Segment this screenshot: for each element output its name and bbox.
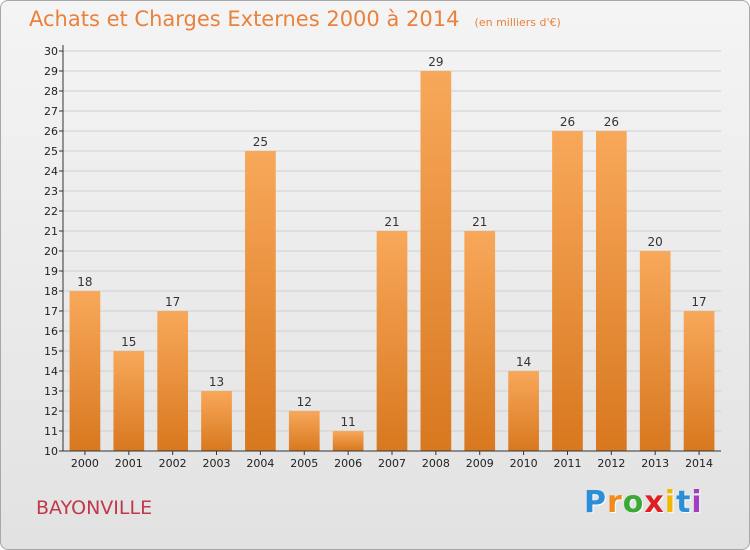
logo-letter: i: [664, 485, 677, 520]
bar-2008: [420, 71, 452, 451]
labels: 10 11 12 13 14 15 16 17 18 19 20 21 22 23 24 25 26 27 28 29…: [44, 45, 713, 470]
bar-2006: [332, 431, 364, 451]
x-tick-label-2006: 2006: [334, 457, 362, 470]
y-tick-label: 27: [44, 105, 58, 118]
logo-letter: i: [691, 485, 703, 520]
bar-2013: [639, 251, 671, 451]
logo-letter: o: [622, 485, 645, 520]
y-tick-label: 19: [44, 265, 58, 278]
y-tick-label: 23: [44, 185, 58, 198]
x-tick-label-2010: 2010: [510, 457, 538, 470]
value-label-2002: 17: [165, 295, 180, 309]
bar-2004: [245, 151, 276, 451]
x-tick-label-2005: 2005: [290, 457, 318, 470]
value-label-2007: 21: [384, 215, 399, 229]
value-label-2008: 29: [428, 55, 443, 69]
bar-2012: [595, 131, 627, 451]
title-row: Achats et Charges Externes 2000 à 2014 (…: [29, 7, 561, 31]
proxiti-logo: Proxiti: [584, 485, 703, 520]
x-tick-label-2013: 2013: [641, 457, 669, 470]
logo-letter: r: [607, 485, 623, 520]
bars: [69, 71, 715, 451]
y-tick-label: 17: [44, 305, 58, 318]
logo-letter: x: [644, 485, 665, 520]
x-tick-label-2001: 2001: [115, 457, 143, 470]
bar-2001: [113, 351, 145, 451]
x-tick-label-2009: 2009: [466, 457, 494, 470]
x-tick-label-2011: 2011: [553, 457, 581, 470]
value-label-2011: 26: [560, 115, 575, 129]
y-tick-label: 10: [44, 445, 58, 458]
value-label-2003: 13: [209, 375, 224, 389]
value-label-2004: 25: [253, 135, 268, 149]
chart-subtitle: (en milliers d'€): [474, 16, 561, 29]
chart-title: Achats et Charges Externes 2000 à 2014: [29, 7, 460, 31]
x-tick-label-2002: 2002: [159, 457, 187, 470]
bar-2009: [464, 231, 496, 451]
x-tick-label-2003: 2003: [203, 457, 231, 470]
bar-2007: [376, 231, 408, 451]
value-label-2000: 18: [77, 275, 92, 289]
value-label-2001: 15: [121, 335, 136, 349]
x-tick-label-2014: 2014: [685, 457, 713, 470]
value-label-2014: 17: [691, 295, 706, 309]
value-label-2013: 20: [648, 235, 663, 249]
x-tick-label-2012: 2012: [597, 457, 625, 470]
y-tick-label: 28: [44, 85, 58, 98]
logo-letter: t: [676, 485, 692, 520]
y-tick-label: 26: [44, 125, 58, 138]
x-tick-label-2004: 2004: [246, 457, 274, 470]
value-label-2012: 26: [604, 115, 619, 129]
y-tick-label: 29: [44, 65, 58, 78]
y-tick-label: 12: [44, 405, 58, 418]
y-tick-label: 22: [44, 205, 58, 218]
logo-letter: P: [584, 485, 607, 520]
commune-name: BAYONVILLE: [36, 497, 153, 519]
y-tick-label: 21: [44, 225, 58, 238]
y-tick-label: 25: [44, 145, 58, 158]
value-label-2009: 21: [472, 215, 487, 229]
x-tick-label-2008: 2008: [422, 457, 450, 470]
value-label-2006: 11: [340, 415, 355, 429]
bar-2014: [683, 311, 715, 451]
y-tick-label: 30: [44, 45, 58, 58]
y-tick-label: 14: [44, 365, 58, 378]
value-label-2005: 12: [297, 395, 312, 409]
y-tick-label: 24: [44, 165, 58, 178]
bar-2002: [157, 311, 189, 451]
y-tick-label: 16: [44, 325, 58, 338]
y-tick-label: 13: [44, 385, 58, 398]
x-tick-label-2007: 2007: [378, 457, 406, 470]
y-tick-label: 18: [44, 285, 58, 298]
y-tick-label: 20: [44, 245, 58, 258]
value-label-2010: 14: [516, 355, 531, 369]
axes: [59, 45, 721, 455]
bar-2011: [552, 131, 583, 451]
bar-2003: [201, 391, 232, 451]
bar-2005: [288, 411, 320, 451]
bar-2010: [508, 371, 539, 451]
bar-2000: [69, 291, 101, 451]
y-tick-label: 15: [44, 345, 58, 358]
y-tick-label: 11: [44, 425, 58, 438]
x-tick-label-2000: 2000: [71, 457, 99, 470]
